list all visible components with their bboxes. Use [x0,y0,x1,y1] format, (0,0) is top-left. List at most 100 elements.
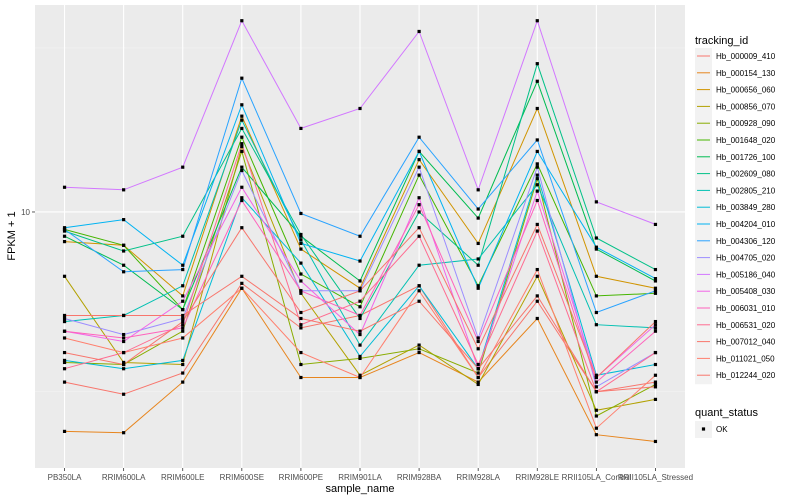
data-point [181,358,185,363]
data-point [62,226,67,230]
data-point [62,319,67,324]
data-point [181,308,185,312]
data-point [653,439,658,444]
data-point [62,313,67,318]
data-point [535,183,539,187]
data-point [299,362,303,367]
data-point [417,210,421,214]
data-point [535,138,539,142]
x-axis: PB350LA RRIM600LA RRIM600LE RRIM600SE RRIM60… [48,468,693,482]
data-point [417,29,421,34]
data-point [62,367,67,371]
data-point [358,332,362,337]
data-point [594,247,598,251]
y-tick-label: 10 [21,208,30,217]
data-point [240,76,244,80]
data-point [62,360,67,365]
data-point [122,431,126,435]
data-point [417,149,421,154]
data-point [240,142,244,146]
data-point [358,106,362,111]
data-point [594,390,598,394]
data-point [240,281,244,285]
data-point [417,284,421,288]
data-point [476,257,480,261]
data-point [535,173,539,177]
legend-label: Hb_001648_020 [716,136,776,145]
data-point [122,218,126,222]
data-point [122,263,126,267]
legend-label: Hb_006031_010 [716,304,776,313]
data-point [594,294,598,298]
data-point [62,336,67,340]
data-point [476,284,480,288]
data-point [417,135,421,139]
data-point [535,177,539,181]
data-point [535,189,539,193]
data-point [476,263,480,267]
legend-shape-marker [701,427,706,431]
data-point [181,329,185,333]
data-point [240,196,244,200]
data-point [358,375,362,380]
data-point [476,362,480,367]
data-point [358,354,362,359]
data-point [299,232,303,237]
legend-color-title: tracking_id [695,35,748,47]
legend-label: Hb_005408_030 [716,287,776,296]
data-point [122,188,126,192]
data-point [122,392,126,396]
data-point [476,367,480,371]
data-point [122,339,126,344]
data-point [653,350,658,355]
data-point [358,305,362,309]
data-point [122,336,126,340]
data-point [476,339,480,344]
data-point [417,203,421,207]
data-point [240,149,244,154]
data-point [358,329,362,333]
data-point [299,289,303,293]
data-point [535,222,539,227]
data-point [181,319,185,324]
data-point [299,375,303,380]
data-point [594,426,598,430]
data-point [476,382,480,387]
data-point [299,310,303,315]
legend: tracking_id Hb_000009_410Hb_000154_130Hb… [695,35,776,438]
data-point [358,373,362,377]
data-point [653,286,658,290]
data-point [476,188,480,192]
data-point [122,313,126,318]
data-point [535,198,539,203]
legend-label: Hb_002609_080 [716,170,776,179]
data-point [122,243,126,247]
data-point [62,358,67,363]
data-point [181,313,185,318]
data-point [181,371,185,375]
data-point [240,118,244,122]
data-point [594,236,598,240]
data-point [181,362,185,367]
data-point [476,241,480,246]
data-point [594,433,598,437]
data-point [62,429,67,434]
data-point [62,316,67,321]
data-point [476,207,480,211]
data-point [653,362,658,367]
data-point [122,362,126,367]
data-point [181,284,185,288]
data-point [653,380,658,384]
legend-label: Hb_001726_100 [716,153,776,162]
data-point [653,397,658,401]
data-point [122,360,126,365]
data-point [653,382,658,387]
data-point [417,347,421,351]
data-point [240,103,244,107]
data-point [299,126,303,131]
data-point [122,249,126,253]
data-point [594,414,598,418]
legend-label: Hb_000656_060 [716,86,776,95]
data-point [476,347,480,351]
data-point [653,329,658,333]
